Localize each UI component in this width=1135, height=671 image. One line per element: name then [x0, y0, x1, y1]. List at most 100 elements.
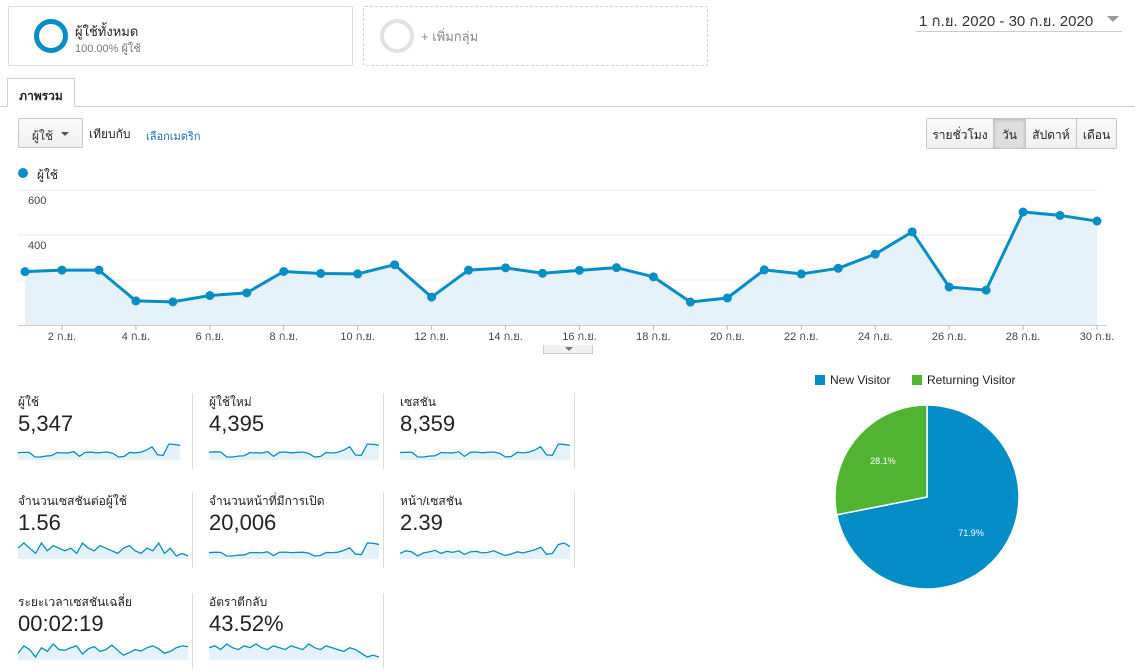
- data-point[interactable]: [168, 297, 178, 307]
- data-point[interactable]: [1055, 210, 1065, 220]
- day-button[interactable]: วัน: [993, 119, 1025, 148]
- data-point[interactable]: [316, 268, 326, 278]
- metric-select-label: ผู้ใช้: [32, 129, 54, 143]
- segment-all-users[interactable]: ผู้ใช้ทั้งหมด 100.00% ผู้ใช้: [8, 6, 353, 66]
- data-point[interactable]: [574, 265, 584, 275]
- sparkline: [400, 443, 570, 460]
- data-point[interactable]: [981, 285, 991, 295]
- chart-resize-handle[interactable]: [543, 345, 593, 354]
- x-tick-label: 4 ก.ย.: [122, 331, 150, 343]
- data-point[interactable]: [279, 266, 289, 276]
- week-button[interactable]: สัปดาห์: [1025, 119, 1076, 148]
- metric-value: 20,006: [209, 510, 277, 535]
- metric-tile-users[interactable]: ผู้ใช้ 5,347: [18, 393, 193, 469]
- metric-tile-pages-per-session[interactable]: หน้า/เซสชัน 2.39: [400, 492, 575, 568]
- add-segment-label: + เพิ่มกลุ่ม: [421, 29, 479, 44]
- data-point[interactable]: [427, 292, 437, 302]
- x-tick-label: 8 ก.ย.: [270, 331, 298, 343]
- segment-ring-icon: [34, 19, 68, 53]
- pie-slice-returning-visitor[interactable]: [834, 404, 928, 516]
- data-point[interactable]: [390, 260, 400, 270]
- x-tick-label: 30 ก.ย.: [1080, 331, 1115, 343]
- data-point[interactable]: [205, 291, 215, 301]
- pie-slice-label: 28.1%: [870, 456, 896, 466]
- data-point[interactable]: [796, 269, 806, 279]
- metric-value: 8,359: [400, 411, 456, 436]
- sparkline: [18, 643, 188, 660]
- segment-title: ผู้ใช้ทั้งหมด: [75, 24, 139, 39]
- data-point[interactable]: [648, 272, 658, 282]
- choose-metric-link[interactable]: เลือกเมตริก: [146, 131, 201, 143]
- data-point[interactable]: [944, 282, 954, 292]
- sparkline: [209, 443, 379, 460]
- x-axis-line: [18, 325, 1107, 326]
- data-point[interactable]: [131, 296, 141, 306]
- series-line: [24, 210, 1098, 304]
- metric-value: 00:02:19: [18, 611, 104, 636]
- metric-tile-bounce-rate[interactable]: อัตราตีกลับ 43.52%: [209, 593, 384, 669]
- date-range-picker[interactable]: 1 ก.ย. 2020 - 30 ก.ย. 2020: [916, 6, 1122, 32]
- data-point[interactable]: [685, 297, 695, 307]
- data-point[interactable]: [94, 265, 104, 275]
- sparkline-area: [400, 444, 570, 460]
- data-point[interactable]: [1018, 207, 1028, 217]
- metric-label: อัตราตีกลับ: [209, 595, 268, 609]
- metric-select[interactable]: ผู้ใช้: [18, 118, 83, 148]
- metric-value: 1.56: [18, 510, 61, 535]
- sparkline: [18, 443, 180, 460]
- metric-value: 2.39: [400, 510, 443, 535]
- metric-tile-new-users[interactable]: ผู้ใช้ใหม่ 4,395: [209, 393, 384, 469]
- data-point[interactable]: [57, 265, 67, 275]
- x-tick-label: 6 ก.ย.: [196, 331, 224, 343]
- legend-swatch: [815, 375, 825, 385]
- x-tick-label: 18 ก.ย.: [636, 331, 671, 343]
- sparkline-area: [18, 543, 188, 559]
- metric-tile-avg-session-duration[interactable]: ระยะเวลาเซสชันเฉลี่ย 00:02:19: [18, 593, 193, 669]
- data-point[interactable]: [501, 263, 511, 273]
- metric-tile-pageviews[interactable]: จำนวนหน้าที่มีการเปิด 20,006: [209, 492, 384, 568]
- pie-legend-returning-visitor[interactable]: Returning Visitor: [912, 373, 1016, 387]
- x-tick-label: 12 ก.ย.: [414, 331, 449, 343]
- metric-value: 4,395: [209, 411, 265, 436]
- metric-tile-sessions[interactable]: เซสชัน 8,359: [400, 393, 575, 469]
- series-legend-label: ผู้ใช้: [37, 168, 59, 182]
- data-point[interactable]: [353, 269, 363, 279]
- sparkline-line: [18, 443, 180, 458]
- data-point[interactable]: [759, 265, 769, 275]
- data-point[interactable]: [20, 267, 30, 277]
- y-tick-label: 600: [28, 195, 46, 207]
- x-tick-label: 22 ก.ย.: [784, 331, 819, 343]
- series-legend-dot: [18, 168, 28, 178]
- legend-swatch: [912, 375, 922, 385]
- data-point[interactable]: [538, 268, 548, 278]
- data-point[interactable]: [833, 263, 843, 273]
- pie-slice-new-visitor[interactable]: [835, 404, 1020, 590]
- data-point[interactable]: [1092, 216, 1102, 226]
- x-tick-label: 10 ก.ย.: [340, 331, 375, 343]
- sparkline: [209, 643, 379, 660]
- sparkline: [209, 542, 379, 559]
- data-point[interactable]: [242, 288, 252, 298]
- x-tick-label: 20 ก.ย.: [710, 331, 745, 343]
- data-point[interactable]: [870, 249, 880, 259]
- data-point[interactable]: [722, 293, 732, 303]
- month-button[interactable]: เดือน: [1076, 119, 1116, 148]
- data-point[interactable]: [464, 265, 474, 275]
- x-tick-label: 2 ก.ย.: [48, 331, 76, 343]
- series-area: [25, 212, 1097, 325]
- data-point[interactable]: [611, 263, 621, 273]
- add-segment-button[interactable]: + เพิ่มกลุ่ม: [363, 6, 708, 66]
- x-tick-label: 16 ก.ย.: [562, 331, 597, 343]
- data-point[interactable]: [907, 227, 917, 237]
- x-tick-label: 28 ก.ย.: [1006, 331, 1041, 343]
- metric-value: 43.52%: [209, 611, 284, 636]
- sparkline-line: [209, 643, 379, 658]
- chevron-down-icon: [61, 132, 69, 136]
- visitor-type-pie-chart: 71.9% 28.1%: [834, 404, 1020, 590]
- x-tick-label: 14 ก.ย.: [488, 331, 523, 343]
- metric-tile-sessions-per-user[interactable]: จำนวนเซสชันต่อผู้ใช้ 1.56: [18, 492, 193, 568]
- pie-legend-new-visitor[interactable]: New Visitor: [815, 373, 890, 387]
- hourly-button[interactable]: รายชั่วโมง: [927, 119, 993, 148]
- tab-overview[interactable]: ภาพรวม: [7, 78, 75, 107]
- sparkline-line: [18, 643, 188, 659]
